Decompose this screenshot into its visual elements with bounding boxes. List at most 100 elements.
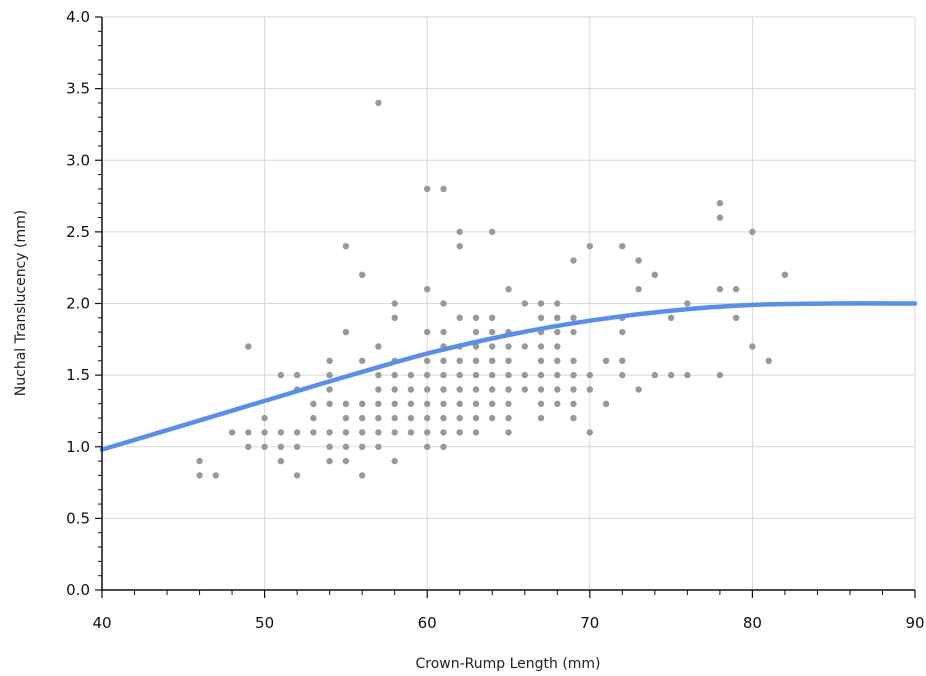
data-point [570,314,577,321]
data-point [716,371,724,379]
data-point [391,429,398,436]
data-point [359,443,366,450]
data-point [440,429,447,436]
data-point [391,314,398,321]
data-point [310,429,317,436]
data-point [472,386,480,393]
data-point [554,357,561,364]
data-point [456,371,463,379]
data-point [749,343,756,350]
data-point [472,400,480,407]
data-point [277,371,285,379]
data-point [342,400,350,407]
data-point [342,328,350,336]
data-point [359,357,366,364]
fitted-curve [99,301,918,452]
data-point [489,314,496,321]
data-point [521,300,528,307]
data-point [716,200,724,207]
data-point [505,414,512,422]
y-tick-label: 3.0 [66,151,90,169]
data-point [424,414,431,422]
data-point [651,271,658,278]
data-point [586,371,593,379]
y-tick-label: 2.5 [66,223,90,241]
data-point [375,343,382,350]
x-tick-label: 80 [743,614,762,632]
data-point [570,357,577,364]
data-point [326,457,333,465]
data-point [342,429,350,436]
data-point [472,429,480,436]
data-point [537,414,545,422]
data-point [456,357,463,364]
data-point [342,243,350,250]
data-point [293,371,301,379]
data-point [505,357,512,364]
y-tick-label: 0.0 [66,581,90,599]
data-point [424,400,431,407]
data-point [440,300,447,307]
data-point [586,429,593,436]
data-point [684,300,691,307]
x-tick-label: 70 [580,614,599,632]
data-point [570,328,577,336]
data-point [293,443,301,450]
data-point [375,386,382,393]
data-point [537,357,545,364]
data-point [456,400,463,407]
data-point [732,286,740,293]
data-point [391,414,398,422]
data-point [521,371,528,379]
data-point [554,300,561,307]
data-point [293,429,301,436]
data-point [245,429,252,436]
data-point [456,414,463,422]
data-point [342,443,350,450]
data-point [537,400,545,407]
y-tick-label: 3.5 [66,80,90,98]
data-point [228,429,236,436]
data-point [440,400,447,407]
data-point [570,386,577,393]
data-point [375,371,382,379]
data-point [554,400,561,407]
data-point [472,314,480,321]
data-point [440,414,447,422]
data-point [407,429,415,436]
data-point [489,400,496,407]
data-point [667,314,675,321]
data-point [440,328,447,336]
scatter-points [196,99,789,479]
data-point [261,414,268,422]
data-point [570,400,577,407]
data-point [310,414,317,422]
data-point [359,271,366,278]
data-point [424,357,431,364]
data-point [667,371,675,379]
data-point [537,371,545,379]
data-point [570,257,577,264]
data-point [716,286,724,293]
data-point [732,314,740,321]
data-point [684,371,691,379]
data-point [619,328,626,336]
data-point [391,400,398,407]
data-point [342,457,350,465]
data-point [489,371,496,379]
data-point [586,386,593,393]
data-point [472,357,480,364]
data-point [261,443,268,450]
data-point [635,257,642,264]
y-tick-label: 4.0 [66,8,90,26]
data-point [375,429,382,436]
data-point [261,429,268,436]
x-tick-label: 90 [905,614,924,632]
data-point [521,343,528,350]
data-point [277,429,285,436]
data-point [245,443,252,450]
data-point [391,371,398,379]
data-point [537,386,545,393]
data-point [586,243,593,250]
data-point [472,371,480,379]
